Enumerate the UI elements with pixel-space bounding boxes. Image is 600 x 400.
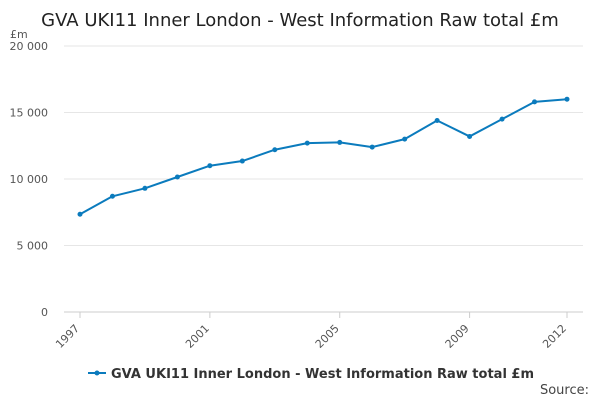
data-point: [174, 174, 180, 180]
data-point: [532, 99, 538, 105]
data-point: [304, 140, 310, 146]
y-axis-ticks: 0 5 000 10 000 15 000 20 000: [10, 40, 49, 319]
series-line: [79, 98, 568, 216]
x-tick-label: 2009: [443, 322, 472, 351]
data-point: [239, 158, 245, 164]
data-point: [564, 96, 570, 102]
grid-lines: [64, 45, 583, 246]
x-tick-label: 2001: [183, 322, 212, 351]
source-label: Source:: [540, 383, 589, 398]
y-tick-label: 10 000: [10, 173, 49, 186]
legend-marker-swatch: [94, 370, 100, 376]
data-point: [207, 163, 213, 169]
data-point: [402, 136, 408, 142]
legend[interactable]: GVA UKI11 Inner London - West Informatio…: [88, 367, 534, 382]
plot-area: [77, 96, 570, 217]
x-tick-label: 1997: [53, 322, 82, 351]
y-tick-label: 0: [41, 306, 48, 319]
data-point: [369, 144, 375, 150]
data-point: [272, 147, 278, 153]
y-tick-label: 5 000: [17, 240, 49, 253]
data-point: [467, 133, 473, 139]
data-point: [77, 211, 83, 217]
data-point: [499, 116, 505, 122]
data-point: [337, 139, 343, 145]
chart-title: GVA UKI11 Inner London - West Informatio…: [41, 10, 559, 31]
data-point: [109, 193, 115, 199]
data-point: [434, 117, 440, 123]
legend-label: GVA UKI11 Inner London - West Informatio…: [111, 367, 534, 382]
x-axis-ticks: 1997 2001 2005 2009 2012: [53, 312, 569, 351]
y-axis-unit: £m: [10, 28, 28, 41]
data-point: [142, 185, 148, 191]
y-tick-label: 20 000: [10, 40, 49, 53]
x-tick-label: 2005: [313, 322, 342, 351]
y-tick-label: 15 000: [10, 107, 49, 120]
x-tick-label: 2012: [540, 322, 569, 351]
